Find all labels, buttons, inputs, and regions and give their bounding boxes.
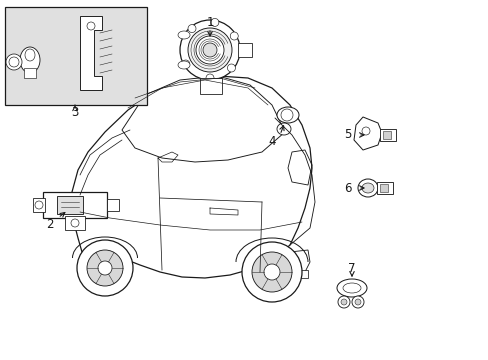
Circle shape — [187, 28, 231, 72]
Bar — [376, 182, 392, 194]
Ellipse shape — [276, 123, 290, 135]
Ellipse shape — [357, 179, 377, 197]
Bar — [57, 196, 83, 214]
Circle shape — [227, 64, 235, 72]
Circle shape — [205, 74, 214, 82]
Text: 3: 3 — [71, 105, 79, 118]
Circle shape — [230, 32, 238, 40]
Text: 2: 2 — [46, 219, 54, 231]
Ellipse shape — [178, 61, 190, 69]
Circle shape — [203, 43, 217, 57]
Bar — [238, 43, 251, 57]
Circle shape — [35, 201, 43, 209]
Bar — [43, 192, 107, 218]
Ellipse shape — [276, 107, 298, 123]
Circle shape — [87, 22, 95, 30]
Bar — [294, 270, 307, 278]
Circle shape — [354, 299, 360, 305]
Ellipse shape — [361, 183, 373, 193]
Circle shape — [182, 60, 189, 68]
Bar — [274, 270, 290, 278]
Circle shape — [242, 242, 302, 302]
Bar — [33, 198, 45, 212]
Polygon shape — [353, 117, 381, 150]
Circle shape — [251, 252, 291, 292]
Text: 1: 1 — [206, 15, 213, 28]
Ellipse shape — [20, 47, 40, 73]
Text: 5: 5 — [344, 129, 351, 141]
Bar — [200, 78, 222, 94]
Polygon shape — [122, 76, 285, 162]
Circle shape — [351, 296, 363, 308]
Bar — [65, 216, 85, 230]
Bar — [107, 199, 119, 211]
Circle shape — [87, 250, 123, 286]
Bar — [379, 129, 395, 141]
Circle shape — [6, 54, 22, 70]
Polygon shape — [262, 250, 309, 278]
Circle shape — [361, 127, 369, 135]
Text: 6: 6 — [344, 181, 351, 194]
Circle shape — [196, 36, 224, 64]
Circle shape — [187, 24, 196, 32]
Circle shape — [180, 20, 240, 80]
Text: 7: 7 — [347, 261, 355, 274]
Circle shape — [98, 261, 112, 275]
Bar — [5, 7, 147, 105]
Circle shape — [337, 296, 349, 308]
Bar — [24, 68, 36, 78]
Polygon shape — [80, 16, 102, 90]
Circle shape — [340, 299, 346, 305]
Circle shape — [71, 219, 79, 227]
Circle shape — [210, 18, 219, 26]
Ellipse shape — [336, 279, 366, 297]
Circle shape — [77, 240, 133, 296]
Circle shape — [264, 264, 280, 280]
Bar — [379, 184, 387, 192]
Text: 4: 4 — [268, 135, 275, 148]
Bar — [382, 131, 390, 139]
Ellipse shape — [178, 31, 190, 39]
Polygon shape — [72, 76, 311, 278]
